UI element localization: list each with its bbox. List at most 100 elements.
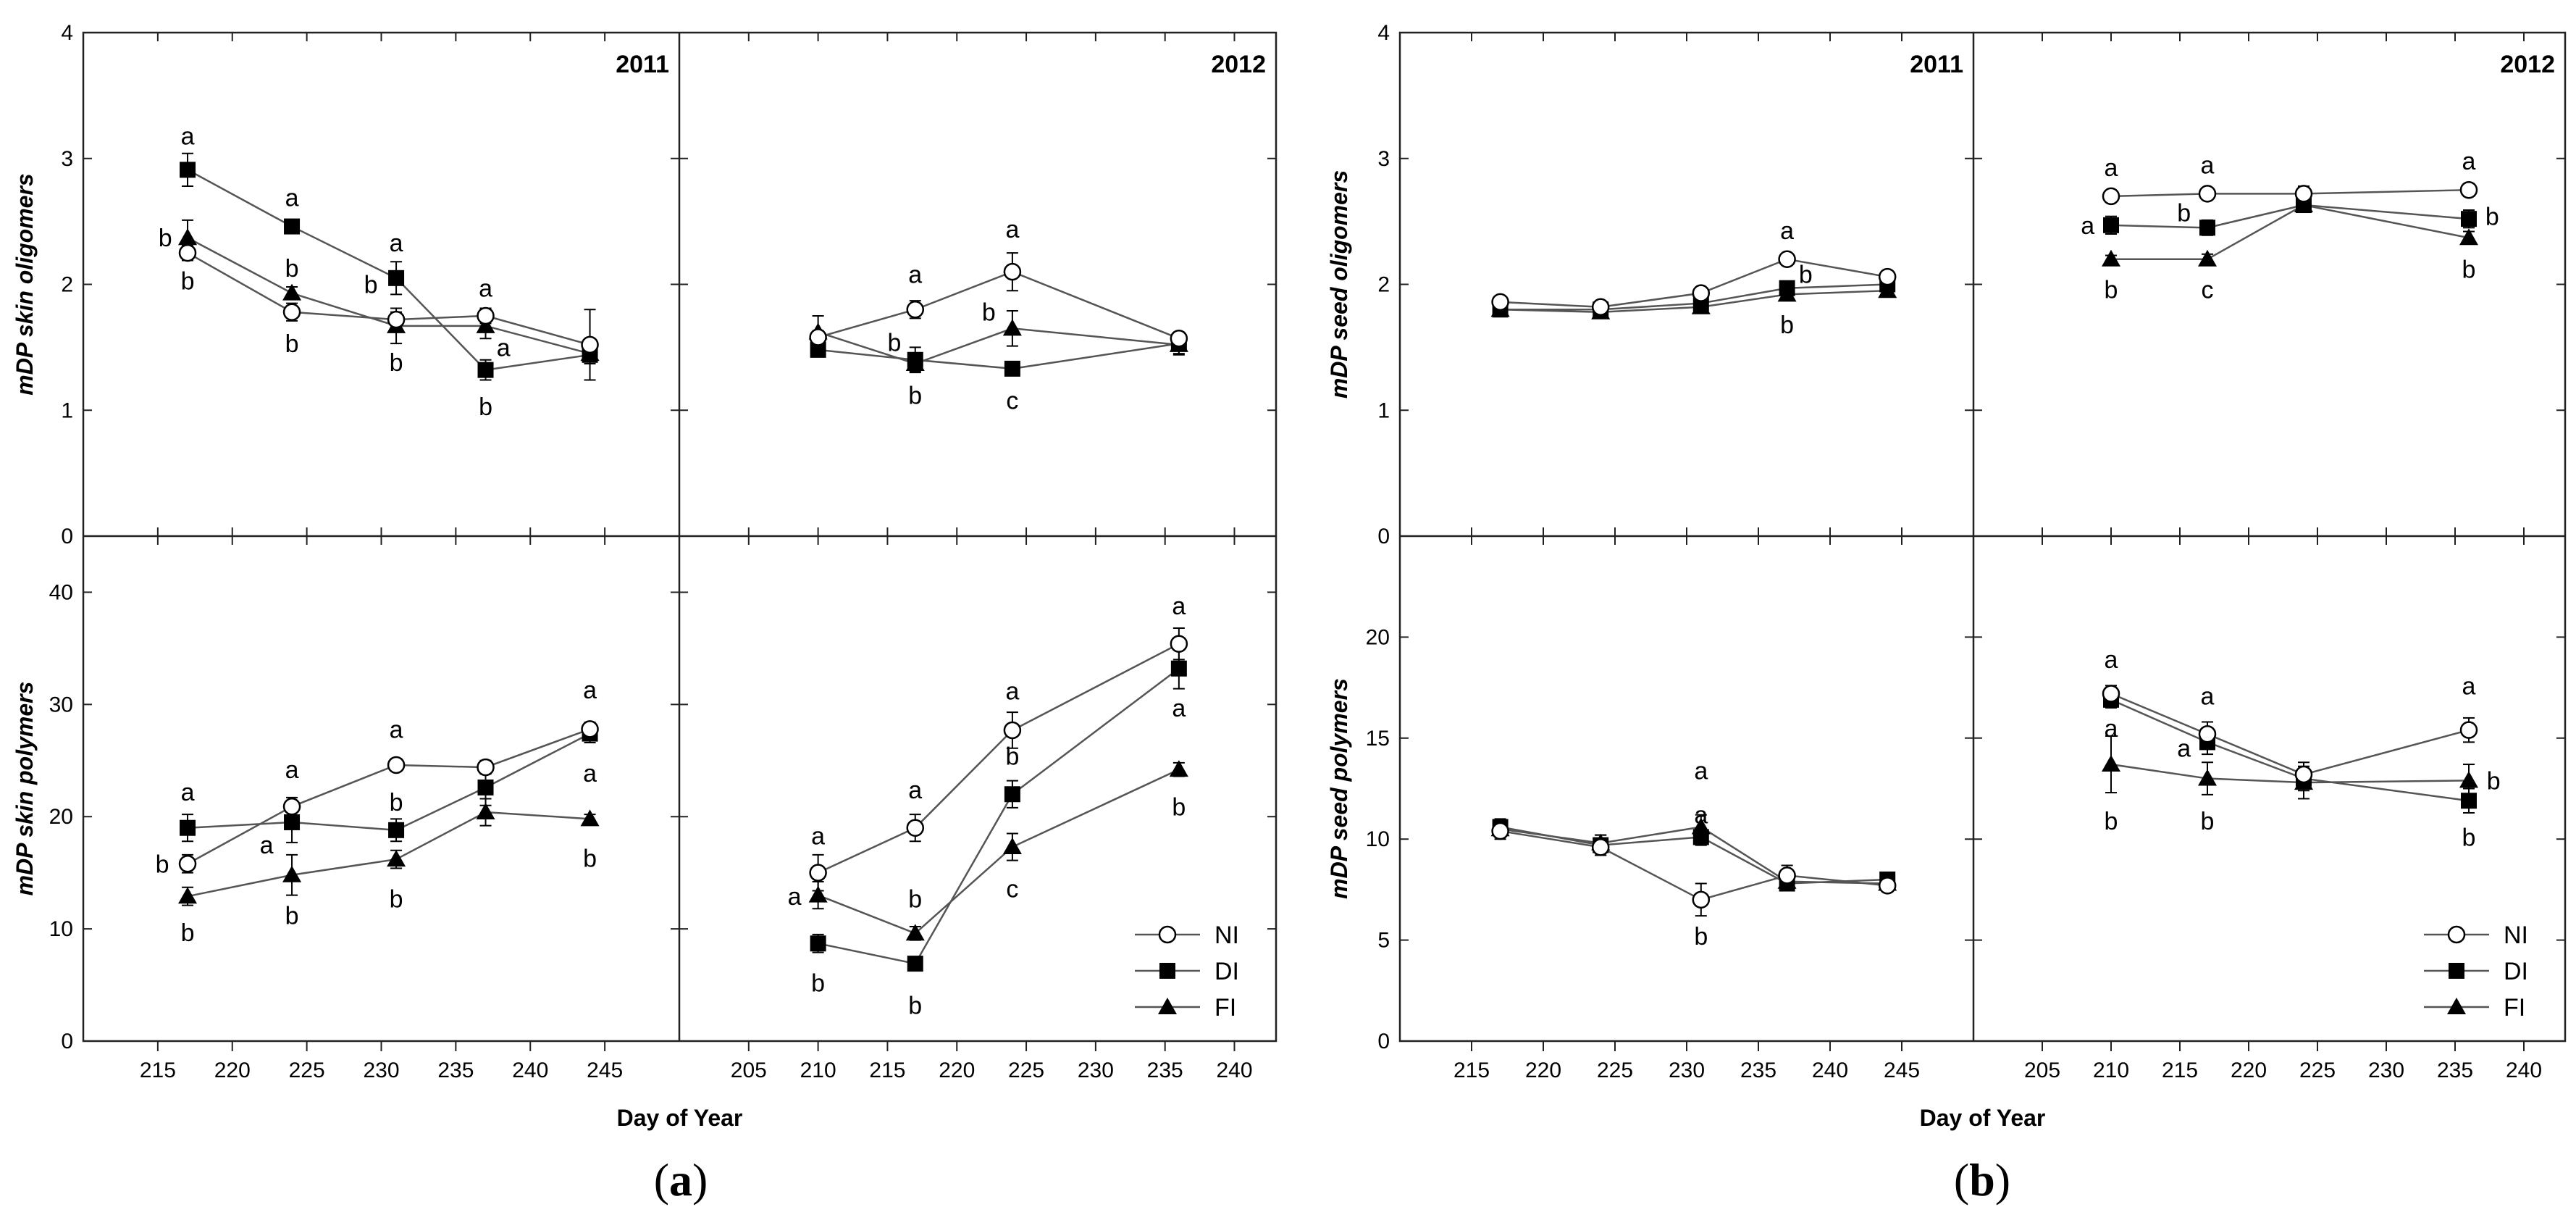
- legend-label-NI: NI: [1214, 922, 1239, 949]
- data-point-FI: [2102, 249, 2120, 267]
- data-point-DI: [810, 935, 826, 952]
- significance-letter: a: [2201, 682, 2215, 710]
- significance-letter: b: [1005, 743, 1019, 771]
- significance-letter: a: [260, 832, 274, 859]
- legend-marker-FI: [1158, 998, 1177, 1014]
- y-tick-label: 1: [1377, 398, 1390, 422]
- significance-letter: b: [159, 225, 172, 252]
- x-tick-label: 205: [731, 1058, 767, 1082]
- legend-marker-DI: [2449, 963, 2464, 979]
- x-tick-label: 210: [800, 1058, 836, 1082]
- legend-marker-FI: [2447, 998, 2466, 1014]
- x-tick-label: 225: [289, 1058, 325, 1082]
- data-point-FI: [808, 885, 828, 903]
- data-point-NI: [1491, 822, 1509, 840]
- significance-letter: b: [908, 885, 922, 913]
- data-point-NI: [809, 864, 827, 882]
- significance-letter: b: [2177, 199, 2191, 227]
- data-point-DI: [1004, 786, 1020, 803]
- significance-letter: b: [390, 789, 403, 816]
- year-label-2011: 2011: [1910, 51, 1963, 78]
- data-point-NI: [1778, 250, 1796, 268]
- series-line-DI: [818, 667, 1180, 965]
- significance-letter: a: [2105, 715, 2118, 743]
- x-tick-label: 225: [2299, 1058, 2336, 1082]
- data-point-DI: [2461, 211, 2477, 227]
- x-tick-label: 215: [1453, 1058, 1490, 1082]
- data-point-DI: [477, 779, 494, 795]
- x-tick-label: 215: [140, 1058, 176, 1082]
- data-point-NI: [906, 819, 925, 837]
- significance-letter: c: [2202, 276, 2214, 304]
- year-label-2012: 2012: [2500, 51, 2555, 78]
- significance-letter: a: [788, 883, 802, 911]
- data-point-FI: [282, 283, 302, 301]
- significance-letter: a: [908, 777, 922, 804]
- y-tick-label: 30: [49, 693, 73, 717]
- significance-letter: b: [2201, 808, 2215, 835]
- data-point-FI: [2198, 249, 2217, 267]
- legend-marker-NI: [2447, 925, 2466, 944]
- data-point-FI: [2459, 771, 2478, 788]
- x-tick-label: 235: [437, 1058, 474, 1082]
- x-tick-label: 230: [1669, 1058, 1705, 1082]
- data-point-FI: [905, 924, 925, 941]
- significance-letter: a: [1172, 593, 1186, 620]
- significance-letter: a: [1694, 802, 1708, 830]
- series-line-DI: [2110, 204, 2470, 229]
- series-line-NI: [2110, 693, 2470, 776]
- x-tick-label: 215: [869, 1058, 905, 1082]
- data-point-NI: [282, 798, 301, 816]
- data-point-NI: [809, 328, 827, 346]
- significance-letter: b: [2485, 204, 2499, 231]
- y-axis-title: mDP seed polymers: [1326, 678, 1352, 899]
- data-point-FI: [580, 809, 600, 827]
- y-tick-label: 0: [61, 1029, 73, 1053]
- y-axis-title: mDP skin polymers: [12, 682, 38, 896]
- panel-top-2011: abb: [1490, 217, 1897, 339]
- data-point-NI: [178, 855, 197, 873]
- panel-label-letter: b: [1969, 1154, 1995, 1206]
- data-point-NI: [387, 756, 406, 774]
- y-tick-label: 5: [1377, 929, 1390, 953]
- significance-letter: c: [1006, 387, 1018, 414]
- significance-letter: b: [908, 992, 922, 1019]
- data-point-NI: [1778, 866, 1796, 885]
- significance-letter: b: [982, 299, 996, 327]
- panel-label-close: ): [1995, 1154, 2010, 1206]
- x-tick-label: 240: [512, 1058, 548, 1082]
- series-line-FI: [2111, 204, 2470, 260]
- data-point-DI: [477, 362, 494, 378]
- data-point-FI: [178, 887, 198, 904]
- significance-letter: a: [390, 716, 403, 743]
- significance-letter: a: [1780, 217, 1794, 245]
- data-point-NI: [1878, 877, 1897, 895]
- data-point-FI: [476, 316, 495, 333]
- data-point-NI: [1170, 329, 1188, 348]
- data-point-DI: [1170, 660, 1187, 677]
- significance-letter: a: [2462, 672, 2476, 700]
- significance-letter: b: [156, 851, 169, 878]
- significance-letter: a: [181, 779, 195, 806]
- data-point-DI: [2103, 217, 2119, 233]
- y-axis-title: mDP skin oligomers: [12, 173, 38, 395]
- y-tick-label: 2: [61, 273, 73, 297]
- significance-letter: b: [285, 330, 299, 358]
- significance-letter: a: [285, 756, 299, 784]
- legend-marker-NI: [1158, 925, 1177, 944]
- data-point-DI: [907, 956, 923, 972]
- data-point-NI: [2459, 721, 2478, 739]
- significance-letter: b: [390, 349, 403, 377]
- x-tick-label: 235: [1147, 1058, 1183, 1082]
- x-tick-label: 220: [939, 1058, 975, 1082]
- data-point-FI: [1777, 285, 1797, 302]
- significance-letter: a: [1694, 757, 1708, 785]
- data-point-NI: [1692, 890, 1711, 909]
- data-point-NI: [1491, 293, 1509, 312]
- x-tick-label: 220: [2231, 1058, 2267, 1082]
